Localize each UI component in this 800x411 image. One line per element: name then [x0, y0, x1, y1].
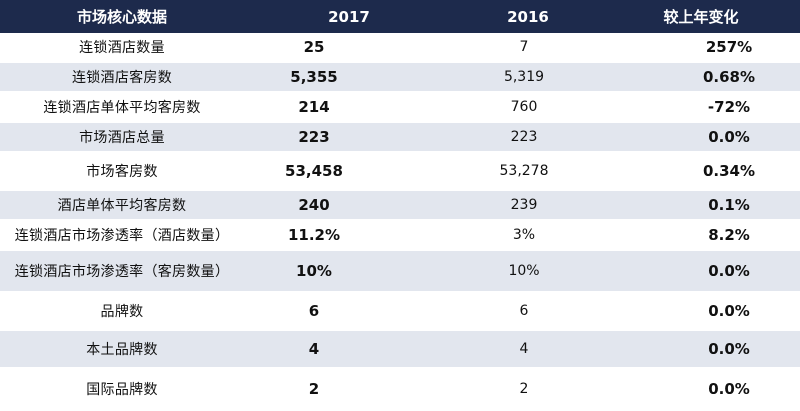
value-2017-cell: 223: [244, 122, 454, 153]
header-2016: 2016: [454, 0, 602, 33]
change-cell: 8.2%: [602, 220, 800, 251]
value-2017-cell: 10%: [244, 250, 454, 293]
value-2016-cell: 223: [454, 122, 602, 153]
value-2017-cell: 53,458: [244, 152, 454, 191]
table-row: 品牌数 6 6 0.0%: [0, 292, 800, 331]
table-row: 连锁酒店市场渗透率（客房数量） 10% 10% 0.0%: [0, 250, 800, 293]
value-2017-cell: 5,355: [244, 62, 454, 93]
metric-cell: 连锁酒店单体平均客房数: [0, 92, 244, 123]
change-cell: 0.1%: [602, 190, 800, 221]
table-row: 连锁酒店数量 25 7 257%: [0, 33, 800, 63]
change-cell: 0.0%: [602, 250, 800, 293]
value-2016-cell: 6: [454, 292, 602, 331]
change-cell: 0.0%: [602, 292, 800, 331]
metric-cell: 市场客房数: [0, 152, 244, 191]
metric-cell: 连锁酒店客房数: [0, 62, 244, 93]
value-2017-cell: 2: [244, 368, 454, 411]
value-2017-cell: 214: [244, 92, 454, 123]
value-2016-cell: 760: [454, 92, 602, 123]
change-cell: -72%: [602, 92, 800, 123]
header-2017: 2017: [244, 0, 454, 33]
value-2017-cell: 240: [244, 190, 454, 221]
value-2016-cell: 3%: [454, 220, 602, 251]
metric-cell: 连锁酒店市场渗透率（客房数量）: [0, 250, 244, 293]
table-row: 市场客房数 53,458 53,278 0.34%: [0, 152, 800, 191]
table-row: 连锁酒店单体平均客房数 214 760 -72%: [0, 92, 800, 123]
value-2016-cell: 7: [454, 33, 602, 63]
change-cell: 0.34%: [602, 152, 800, 191]
table-row: 连锁酒店市场渗透率（酒店数量） 11.2% 3% 8.2%: [0, 220, 800, 251]
change-cell: 0.0%: [602, 368, 800, 411]
value-2016-cell: 10%: [454, 250, 602, 293]
metric-cell: 市场酒店总量: [0, 122, 244, 153]
change-cell: 0.0%: [602, 330, 800, 369]
metric-cell: 本土品牌数: [0, 330, 244, 369]
value-2016-cell: 2: [454, 368, 602, 411]
metric-cell: 连锁酒店市场渗透率（酒店数量）: [0, 220, 244, 251]
table-row: 国际品牌数 2 2 0.0%: [0, 368, 800, 411]
metric-cell: 连锁酒店数量: [0, 33, 244, 63]
value-2016-cell: 5,319: [454, 62, 602, 93]
table-row: 酒店单体平均客房数 240 239 0.1%: [0, 190, 800, 221]
metric-cell: 品牌数: [0, 292, 244, 331]
table-row: 本土品牌数 4 4 0.0%: [0, 330, 800, 369]
table-body: 连锁酒店数量 25 7 257% 连锁酒店客房数 5,355 5,319 0.68% 连锁酒店单…: [0, 33, 800, 411]
value-2016-cell: 4: [454, 330, 602, 369]
header-metric: 市场核心数据: [0, 0, 244, 33]
change-cell: 257%: [602, 33, 800, 63]
change-cell: 0.68%: [602, 62, 800, 93]
value-2016-cell: 53,278: [454, 152, 602, 191]
header-change: 较上年变化: [602, 0, 800, 33]
value-2016-cell: 239: [454, 190, 602, 221]
table-row: 连锁酒店客房数 5,355 5,319 0.68%: [0, 62, 800, 93]
metric-cell: 酒店单体平均客房数: [0, 190, 244, 221]
value-2017-cell: 4: [244, 330, 454, 369]
value-2017-cell: 25: [244, 33, 454, 63]
value-2017-cell: 11.2%: [244, 220, 454, 251]
change-cell: 0.0%: [602, 122, 800, 153]
table-header-row: 市场核心数据 2017 2016 较上年变化: [0, 0, 800, 33]
value-2017-cell: 6: [244, 292, 454, 331]
table-row: 市场酒店总量 223 223 0.0%: [0, 122, 800, 153]
metric-cell: 国际品牌数: [0, 368, 244, 411]
